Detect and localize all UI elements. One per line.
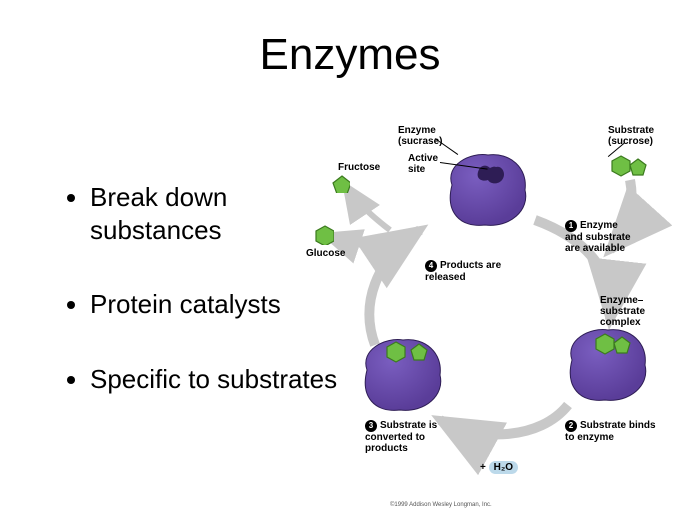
- label-complex: Enzyme– substrate complex: [600, 295, 645, 328]
- pentagon-icon: [410, 343, 428, 361]
- step-3-label: 3Substrate is converted to products: [365, 420, 437, 454]
- step-4-label: 4Products are released: [425, 260, 501, 283]
- step-2-label: 2Substrate binds to enzyme: [565, 420, 656, 443]
- bullet-item: Protein catalysts: [90, 288, 340, 321]
- label-fructose: Fructose: [338, 162, 380, 173]
- label-h2o: + H₂O: [480, 462, 518, 473]
- hexagon-icon: [385, 341, 407, 363]
- label-enzyme: Enzyme (sucrase): [398, 125, 442, 147]
- copyright-text: ©1999 Addison Wesley Longman, Inc.: [390, 502, 492, 508]
- label-substrate: Substrate (sucrose): [608, 125, 654, 147]
- pentagon-icon: [629, 158, 647, 176]
- pentagon-icon: [332, 175, 350, 193]
- bullet-list: Break down substances Protein catalysts …: [30, 181, 340, 437]
- step-1-label: 1Enzyme and substrate are available: [565, 220, 631, 254]
- bullet-item: Break down substances: [90, 181, 340, 246]
- label-active-site: Active site: [408, 153, 438, 175]
- enzyme-stage-1: [440, 150, 520, 220]
- label-glucose: Glucose: [306, 248, 345, 259]
- enzyme-stage-3: [355, 335, 435, 405]
- enzyme-cycle-diagram: Enzyme (sucrase) Active site Substrate (…: [310, 120, 690, 510]
- hexagon-icon: [314, 225, 334, 245]
- slide: Enzymes Break down substances Protein ca…: [0, 0, 700, 525]
- pentagon-icon: [613, 336, 631, 354]
- enzyme-stage-2: [560, 325, 640, 395]
- slide-title: Enzymes: [0, 30, 700, 80]
- bullet-item: Specific to substrates: [90, 363, 340, 396]
